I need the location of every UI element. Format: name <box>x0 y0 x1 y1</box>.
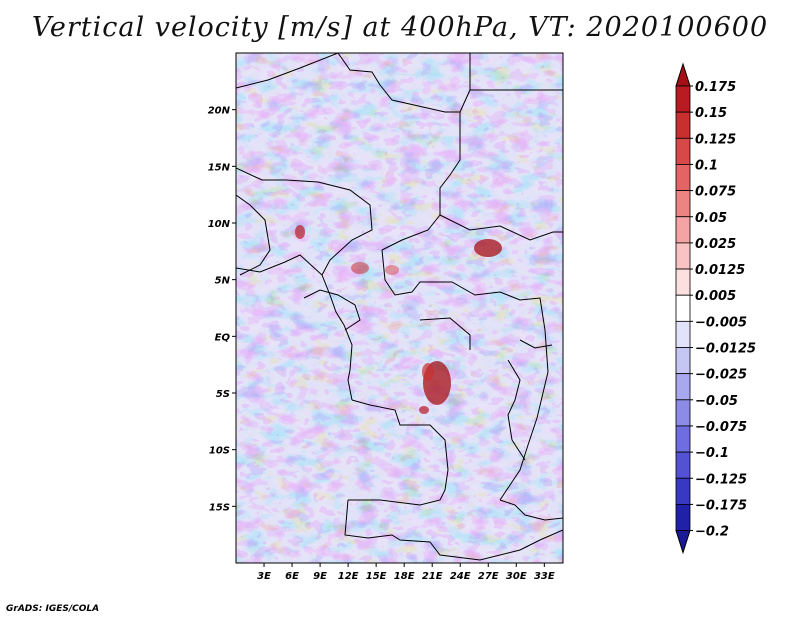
colorbar-swatch <box>675 137 691 165</box>
colorbar-label: −0.0125 <box>695 342 756 357</box>
colorbar-label: −0.005 <box>695 315 747 330</box>
colorbar-swatch <box>675 425 691 453</box>
colorbar-label: −0.175 <box>695 498 747 513</box>
lon-tick-label: 12E <box>338 571 359 582</box>
lat-tick-label: EQ <box>215 332 231 343</box>
lat-tick-label: 15N <box>208 162 231 173</box>
colorbar-label: −0.05 <box>695 394 738 409</box>
colorbar-swatch <box>675 477 691 505</box>
colorbar-swatch <box>675 503 691 531</box>
colorbar-swatch <box>675 85 691 113</box>
colorbar-label: 0.075 <box>695 185 736 200</box>
lon-tick-label: 9E <box>313 571 327 582</box>
vertical-velocity-field <box>236 53 563 563</box>
colorbar-swatch <box>675 294 691 322</box>
lat-tick-label: 5S <box>216 389 230 400</box>
colorbar-label: 0.0125 <box>695 263 745 278</box>
footer-credit: GrADS: IGES/COLA <box>6 604 100 614</box>
colorbar-label: −0.1 <box>695 446 729 461</box>
colorbar-bottom-arrow <box>675 530 691 555</box>
colorbar-swatch <box>675 242 691 270</box>
colorbar-swatch <box>675 320 691 348</box>
lon-tick-label: 21E <box>422 571 443 582</box>
axis-ticks: 20N 15N 10N 5N EQ 5S 10S 15S 3E 6E 9E 12E 15E 18E 21E 2… <box>208 106 555 582</box>
colorbar-swatch <box>675 347 691 375</box>
lat-tick-label: 20N <box>208 106 231 117</box>
map-frame <box>235 52 564 564</box>
colorbar-swatch <box>675 111 691 139</box>
colorbar-label: −0.025 <box>695 368 747 383</box>
colorbar-label: 0.05 <box>695 211 727 226</box>
lon-tick-label: 27E <box>478 571 499 582</box>
colorbar-label: 0.175 <box>695 80 736 95</box>
map-title: Vertical velocity [m/s] at 400hPa, VT: 2… <box>31 12 769 43</box>
lon-tick-label: 24E <box>450 571 471 582</box>
colorbar-swatch <box>675 190 691 218</box>
lon-tick-label: 3E <box>257 571 271 582</box>
lon-tick-label: 15E <box>366 571 387 582</box>
lon-tick-label: 6E <box>285 571 299 582</box>
colorbar-swatch <box>675 451 691 479</box>
colorbar-label: −0.075 <box>695 420 747 435</box>
colorbar-swatch <box>675 164 691 191</box>
colorbar-top-arrow <box>675 62 691 87</box>
lat-tick-label: 15S <box>209 502 230 513</box>
colorbar-label: −0.2 <box>695 525 729 540</box>
colorbar-label: −0.125 <box>695 472 747 487</box>
boundaries <box>236 53 563 561</box>
colorbar-label: 0.15 <box>695 106 727 121</box>
lat-tick-label: 5N <box>215 276 231 287</box>
lat-tick-label: 10N <box>208 219 231 230</box>
colorbar-label: 0.125 <box>695 132 736 147</box>
lat-tick-label: 10S <box>209 446 230 457</box>
lon-tick-label: 30E <box>506 571 527 582</box>
colorbar-label: 0.1 <box>695 158 718 173</box>
updraft-cores <box>295 225 502 414</box>
colorbar-label: 0.025 <box>695 237 736 252</box>
colorbar-swatch <box>675 373 691 401</box>
lon-tick-label: 18E <box>394 571 415 582</box>
lon-tick-label: 33E <box>534 571 555 582</box>
colorbar-swatch <box>675 399 691 427</box>
colorbar-swatch <box>675 268 691 296</box>
colorbar: 0.175 0.15 0.125 0.1 0.075 0.05 0.025 0.0125 0.0… <box>675 62 756 555</box>
colorbar-swatch <box>675 216 691 244</box>
colorbar-label: 0.005 <box>695 289 736 304</box>
